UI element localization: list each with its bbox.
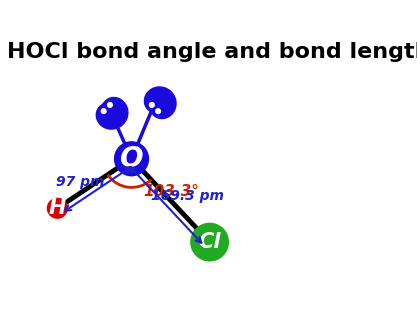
Polygon shape	[96, 97, 128, 129]
Circle shape	[108, 103, 112, 107]
Circle shape	[149, 103, 154, 107]
Text: 97 pm: 97 pm	[55, 175, 104, 190]
Text: 169.3 pm: 169.3 pm	[151, 189, 224, 203]
Circle shape	[191, 223, 229, 261]
Circle shape	[115, 142, 148, 176]
Circle shape	[156, 109, 161, 113]
Text: O: O	[120, 145, 143, 173]
Text: 103.3°: 103.3°	[143, 184, 199, 199]
Text: Cl: Cl	[198, 232, 221, 252]
Polygon shape	[144, 87, 176, 118]
Text: HOCl bond angle and bond lengths: HOCl bond angle and bond lengths	[7, 42, 417, 62]
Text: H: H	[49, 198, 66, 218]
Circle shape	[101, 109, 106, 113]
Circle shape	[48, 198, 67, 218]
